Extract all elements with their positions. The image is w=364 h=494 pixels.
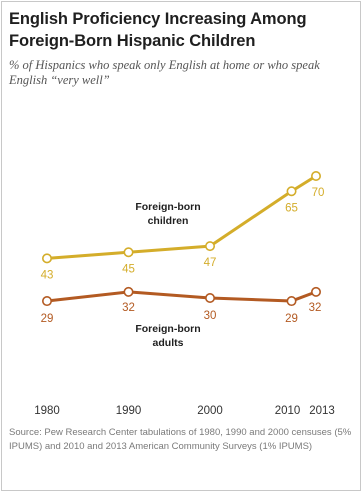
- x-tick-label: 1980: [34, 405, 60, 417]
- data-point: [123, 286, 134, 297]
- data-label: 32: [309, 302, 322, 314]
- data-point: [123, 247, 134, 258]
- data-point: [41, 253, 52, 264]
- x-tick-label: 2013: [309, 405, 335, 417]
- data-point: [310, 286, 321, 297]
- series-label: Foreign-born: [135, 201, 200, 213]
- data-label: 29: [285, 313, 298, 325]
- x-tick-label: 1990: [116, 405, 142, 417]
- chart-subtitle: % of Hispanics who speak only English at…: [9, 58, 320, 87]
- data-label: 43: [41, 269, 54, 281]
- data-label: 29: [41, 313, 54, 325]
- series-label: Foreign-born: [135, 323, 200, 335]
- data-label: 30: [204, 310, 217, 322]
- chart-title: English Proficiency Increasing Among For…: [9, 10, 307, 50]
- data-point: [310, 171, 321, 182]
- series-label: children: [148, 215, 189, 227]
- data-label: 45: [122, 263, 135, 275]
- data-label: 47: [204, 257, 217, 269]
- data-point: [286, 186, 297, 197]
- data-point: [205, 241, 216, 252]
- x-tick-label: 2000: [197, 405, 223, 417]
- x-tick-label: 2010: [275, 405, 301, 417]
- series-label: adults: [153, 337, 184, 349]
- data-label: 65: [285, 202, 298, 214]
- data-point: [205, 292, 216, 303]
- data-point: [286, 296, 297, 307]
- data-label: 32: [122, 302, 135, 314]
- data-label: 70: [312, 187, 325, 199]
- source-note: Source: Pew Research Center tabulations …: [9, 427, 352, 452]
- series-line-1: [45, 290, 318, 303]
- data-point: [41, 296, 52, 307]
